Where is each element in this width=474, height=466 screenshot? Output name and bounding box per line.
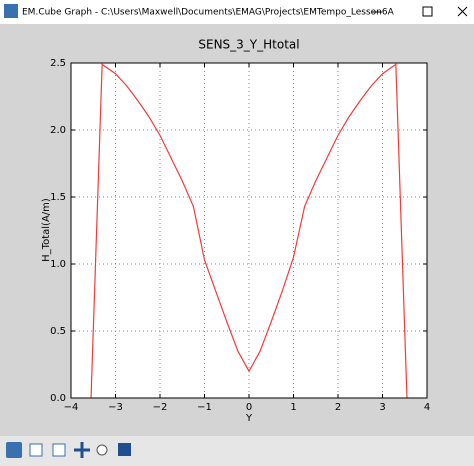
back-button[interactable] — [29, 443, 43, 457]
x-tick-label: 2 — [335, 402, 341, 413]
y-tick-label: 0.0 — [50, 393, 66, 404]
window-title: EM.Cube Graph - C:\Users\Maxwell\Documen… — [22, 8, 395, 18]
app-icon — [4, 4, 18, 18]
maximize-button[interactable] — [422, 6, 433, 17]
toolbar-buttons — [6, 442, 131, 458]
x-tick-label: −3 — [108, 402, 123, 413]
data-line — [90, 63, 408, 399]
title-bar — [0, 0, 474, 24]
x-tick-label: 4 — [424, 402, 430, 413]
y-tick-label: 1.5 — [50, 192, 66, 203]
x-tick-label: −2 — [153, 402, 168, 413]
toolbar — [0, 436, 474, 466]
y-tick-label: 0.5 — [50, 326, 66, 337]
close-button[interactable] — [457, 6, 468, 17]
x-tick-label: −4 — [64, 402, 79, 413]
y-tick-label: 1.0 — [50, 259, 66, 270]
save-button[interactable] — [118, 443, 131, 456]
x-axis-label: Y — [245, 413, 253, 424]
plot-frame — [70, 62, 428, 399]
zoom-button[interactable] — [96, 444, 108, 456]
y-tick-label: 2.5 — [50, 58, 66, 69]
chart-title: SENS_3_Y_Htotal — [198, 38, 299, 52]
y-tick-label: 2.0 — [50, 125, 66, 136]
plot-area — [71, 63, 427, 398]
home-button[interactable] — [6, 442, 22, 458]
x-tick-label: 3 — [379, 402, 385, 413]
forward-button[interactable] — [52, 443, 66, 457]
y-axis-label: H_Total(A/m) — [41, 198, 52, 262]
pan-button[interactable] — [74, 442, 90, 458]
x-tick-label: −1 — [197, 402, 212, 413]
x-tick-label: 1 — [290, 402, 296, 413]
x-tick-label: 0 — [246, 402, 252, 413]
